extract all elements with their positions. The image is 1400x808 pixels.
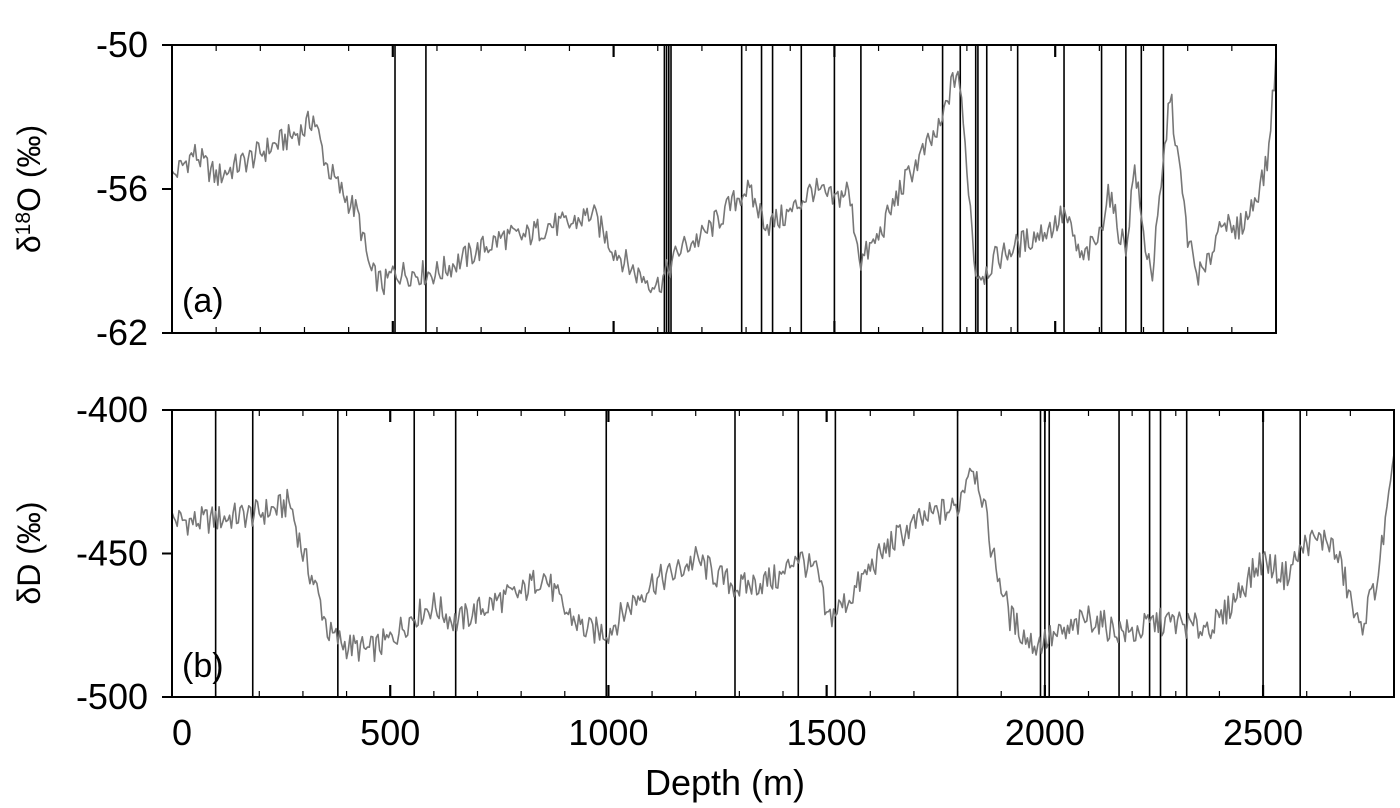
x-axis-label: Depth (m) <box>645 762 805 803</box>
x-tick-label-1000: 1000 <box>568 712 648 753</box>
panel-b-dd-line <box>171 453 1395 663</box>
panel-a: -50 -56 -62 (a) δ18O (‰) <box>11 24 1277 353</box>
panel-a-ytick-label-2: -62 <box>96 312 148 353</box>
panel-b-ytick-label-1: -450 <box>76 533 148 574</box>
panel-b-y-axis-label: δD (‰) <box>11 501 47 604</box>
panel-a-y-label-superscript: 18 <box>12 212 35 235</box>
panel-a-y-label-delta: δ <box>11 235 47 253</box>
panel-a-ytick-label-1: -56 <box>96 168 148 209</box>
panel-a-label: (a) <box>182 282 224 320</box>
panel-b-frame <box>171 409 1395 698</box>
panel-a-y-axis-label: δ18O (‰) <box>11 125 47 253</box>
panel-a-frame <box>171 44 1277 334</box>
panel-b-ytick-label-0: -400 <box>76 389 148 430</box>
panel-b-y-ticks: -400 -450 -500 <box>76 389 172 717</box>
panel-b: 0 500 1000 1500 2000 2500 -400 -450 -500 (b) δD… <box>11 389 1395 803</box>
x-tick-label-500: 500 <box>360 712 420 753</box>
panel-a-markers <box>394 45 1165 333</box>
x-tick-label-2000: 2000 <box>1005 712 1085 753</box>
panel-b-label: (b) <box>182 647 224 685</box>
panel-b-markers <box>214 410 1301 697</box>
panel-a-d18o-line <box>171 52 1277 296</box>
panel-b-x-ticks: 0 500 1000 1500 2000 2500 <box>172 410 1351 753</box>
panel-a-y-label-rest: O (‰) <box>11 125 47 212</box>
x-tick-label-2500: 2500 <box>1223 712 1303 753</box>
panel-a-x-ticks <box>215 45 1233 333</box>
panel-a-y-ticks: -50 -56 -62 <box>96 24 172 353</box>
x-tick-label-0: 0 <box>172 712 192 753</box>
panel-b-ytick-label-2: -500 <box>76 676 148 717</box>
x-tick-label-1500: 1500 <box>787 712 867 753</box>
panel-a-ytick-label-0: -50 <box>96 24 148 65</box>
